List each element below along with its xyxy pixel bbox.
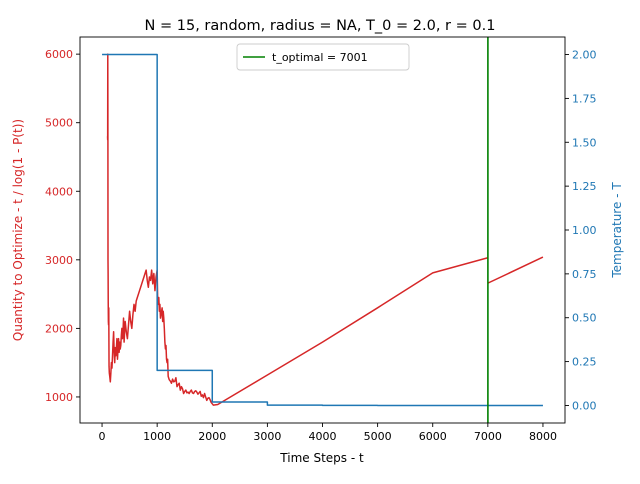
y-left-tick-label: 2000: [45, 322, 73, 335]
y-right-tick-label: 1.75: [572, 92, 597, 105]
y-right-tick-label: 2.00: [572, 49, 597, 62]
x-axis-label: Time Steps - t: [279, 451, 364, 465]
y-left-tick-label: 4000: [45, 185, 73, 198]
x-tick-label: 4000: [309, 430, 337, 443]
y-right-tick-label: 0.50: [572, 312, 597, 325]
y-left-tick-label: 5000: [45, 117, 73, 130]
y-right-tick-label: 0.75: [572, 268, 597, 281]
x-tick-label: 5000: [364, 430, 392, 443]
x-tick-label: 7000: [474, 430, 502, 443]
y-left-tick-label: 3000: [45, 254, 73, 267]
x-tick-label: 2000: [198, 430, 226, 443]
series-layer: [102, 53, 544, 407]
x-tick-label: 3000: [253, 430, 281, 443]
y-right-tick-label: 1.00: [572, 224, 597, 237]
y-right-tick-label: 0.00: [572, 399, 597, 412]
x-tick-label: 8000: [529, 430, 557, 443]
x-tick-label: 0: [99, 430, 106, 443]
legend: t_optimal = 7001: [236, 43, 410, 71]
temperature-series-line: [102, 53, 543, 407]
y-left-tick-label: 6000: [45, 48, 73, 61]
x-tick-label: 1000: [143, 430, 171, 443]
x-axis: 0 1000 2000 3000 4000 5000 6000 7000 8000: [99, 423, 557, 443]
x-tick-label: 6000: [419, 430, 447, 443]
y-right-tick-label: 1.25: [572, 180, 597, 193]
chart-title: N = 15, random, radius = NA, T_0 = 2.0, …: [145, 18, 496, 34]
y-axis-right-label: Temperature - T: [610, 182, 624, 279]
y-right-tick-label: 1.50: [572, 136, 597, 149]
y-axis-right: 0.00 0.25 0.50 0.75 1.00 1.25 1.50 1.75 2.00: [565, 49, 597, 412]
y-axis-left-label: Quantity to Optimize - t / log(1 - P(t)): [11, 119, 25, 341]
y-right-tick-label: 0.25: [572, 356, 597, 369]
legend-label-optimal: t_optimal = 7001: [272, 51, 368, 64]
legend-box: [236, 43, 410, 71]
y-axis-left: 1000 2000 3000 4000 5000 6000: [45, 48, 80, 404]
y-left-tick-label: 1000: [45, 391, 73, 404]
